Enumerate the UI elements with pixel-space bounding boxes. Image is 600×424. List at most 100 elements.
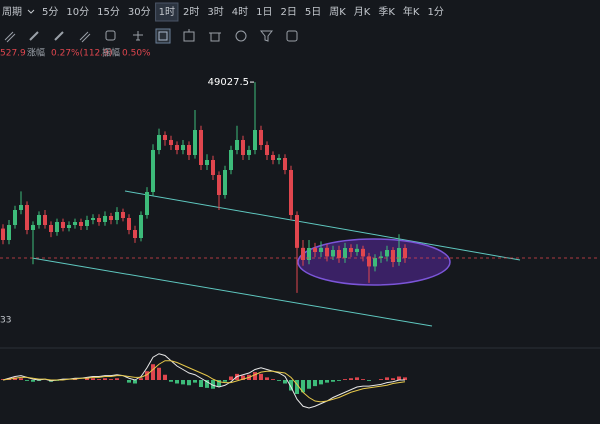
candle-body xyxy=(169,140,173,145)
candle-body xyxy=(295,215,299,248)
candle-body xyxy=(277,158,281,160)
candle-body xyxy=(271,155,275,160)
macd-bar xyxy=(361,379,365,380)
macd-bar xyxy=(97,379,101,380)
macd-bar xyxy=(223,380,227,382)
tool-icon[interactable] xyxy=(4,31,16,43)
macd-bar xyxy=(283,380,287,384)
macd-bar xyxy=(145,371,149,380)
macd-bar xyxy=(31,380,35,382)
period-label[interactable]: 周期 xyxy=(2,6,22,18)
interval[interactable]: 周K xyxy=(329,6,346,18)
interval[interactable]: 15分 xyxy=(97,6,120,18)
candle-body xyxy=(13,210,17,225)
macd-bar xyxy=(265,377,269,380)
tool-icon[interactable] xyxy=(209,32,221,42)
macd-bar xyxy=(397,376,401,380)
macd-bar xyxy=(289,380,293,391)
candle-body xyxy=(163,135,167,140)
macd-bar xyxy=(91,378,95,380)
tool-icon-active[interactable] xyxy=(155,28,171,44)
interval[interactable]: 1分 xyxy=(427,6,443,18)
candle-body xyxy=(265,145,269,155)
candle-body xyxy=(127,218,131,230)
macd-bar xyxy=(217,380,221,387)
tool-icon[interactable] xyxy=(105,30,116,41)
candle-body xyxy=(379,256,383,258)
interval[interactable]: 1日 xyxy=(256,7,272,18)
candle-body xyxy=(403,248,407,258)
candle-body xyxy=(175,145,179,150)
interval[interactable]: 3时 xyxy=(207,6,223,18)
macd-bar xyxy=(253,372,257,380)
candle-body xyxy=(313,248,317,252)
macd-bar xyxy=(277,380,281,381)
candle-body xyxy=(199,130,203,165)
candle-body xyxy=(79,222,83,226)
candle-body xyxy=(109,216,113,220)
macd-bar xyxy=(259,373,263,380)
dropdown-arrow[interactable] xyxy=(27,9,35,14)
macd-bar xyxy=(205,380,209,388)
macd-bar xyxy=(211,380,215,389)
tool-icon[interactable] xyxy=(183,29,195,42)
interval[interactable]: 30分 xyxy=(128,6,151,18)
peak-label: 49027.5 xyxy=(208,77,249,88)
tool-icon[interactable] xyxy=(235,30,247,42)
tool-icon[interactable] xyxy=(79,31,91,43)
candle-body xyxy=(217,175,221,195)
macd-bar xyxy=(385,377,389,380)
candle-body xyxy=(7,225,11,240)
interval-active[interactable]: 1时 xyxy=(159,6,175,18)
interval[interactable]: 5分 xyxy=(42,6,58,18)
macd-bar xyxy=(379,379,383,380)
interval[interactable]: 年K xyxy=(403,5,420,18)
interval[interactable]: 季K xyxy=(378,6,395,18)
candle-body xyxy=(349,248,353,252)
candle-body xyxy=(235,140,239,150)
macd-bar xyxy=(391,378,395,380)
candle-body xyxy=(115,212,119,220)
interval[interactable]: 4时 xyxy=(232,6,248,18)
tool-icon[interactable] xyxy=(286,30,298,42)
candle-body xyxy=(19,205,23,210)
macd-bar xyxy=(349,378,353,380)
info-change-label: 涨幅 xyxy=(27,47,45,59)
candle-body xyxy=(157,135,161,150)
macd-bar xyxy=(343,379,347,380)
candle-body xyxy=(319,247,323,252)
candle-body xyxy=(151,150,155,192)
candle-body xyxy=(301,247,305,260)
macd-bar xyxy=(139,378,143,380)
macd-bar xyxy=(127,380,131,383)
candle-body xyxy=(325,247,329,257)
macd-bar xyxy=(199,380,203,387)
macd-bar xyxy=(163,374,167,380)
macd-bar xyxy=(319,380,323,385)
candle-body xyxy=(49,225,53,232)
interval[interactable]: 2日 xyxy=(280,7,296,18)
macd-bar xyxy=(151,364,155,380)
tool-icon[interactable] xyxy=(29,31,39,41)
candle-body xyxy=(73,222,77,225)
candle-body xyxy=(121,212,125,218)
interval-highlight xyxy=(155,2,179,22)
interval[interactable]: 月K xyxy=(354,6,371,18)
tool-icon[interactable] xyxy=(54,31,64,41)
interval[interactable]: 5日 xyxy=(305,7,321,18)
candle-body xyxy=(67,225,71,228)
macd-bar xyxy=(229,376,233,380)
macd-bar xyxy=(85,378,89,380)
candle-body xyxy=(145,192,149,215)
candle-body xyxy=(331,250,335,257)
macd-bar xyxy=(25,380,29,381)
tool-icon[interactable] xyxy=(133,31,143,41)
tool-row xyxy=(4,28,298,44)
interval[interactable]: 2时 xyxy=(183,6,199,18)
macd-bar xyxy=(193,380,197,383)
interval[interactable]: 10分 xyxy=(66,6,89,18)
candle-body xyxy=(367,256,371,267)
candle-body xyxy=(25,205,29,230)
tool-icon[interactable] xyxy=(259,30,274,42)
